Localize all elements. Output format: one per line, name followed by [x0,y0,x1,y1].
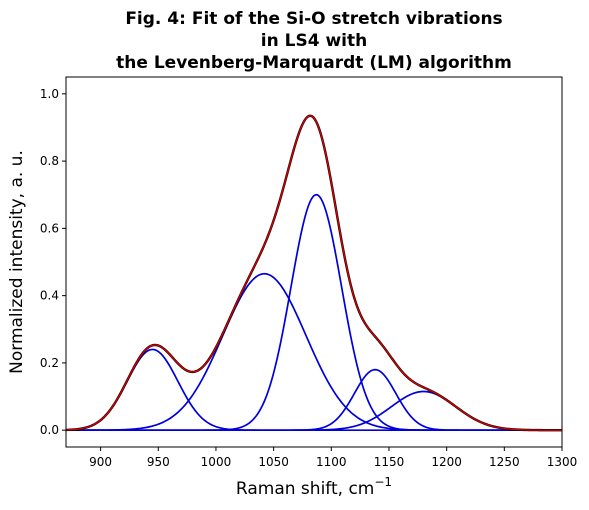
chart-title: Fig. 4: Fit of the Si-O stretch vibratio… [116,9,512,73]
component-curve-3 [66,193,562,432]
plot-area [65,76,563,448]
x-axis-label-superscript: −1 [374,475,392,489]
y-tick-label: 0.4 [40,289,59,303]
title-line-1: Fig. 4: Fit of the Si-O stretch vibratio… [125,9,502,29]
plot-frame [65,76,563,448]
x-axis-label-text: Raman shift, cm [236,479,374,499]
fit-sum-line [65,115,562,431]
component-curve-4 [66,368,562,432]
x-tick-label: 1150 [374,455,405,469]
component-curve-2 [66,272,562,432]
y-tick-label: 1.0 [40,87,59,101]
x-tick-label: 1000 [201,455,232,469]
y-tick-label: 0.2 [40,356,59,370]
title-line-2: in LS4 with [261,31,367,51]
x-tick-label: 1250 [489,455,520,469]
x-tick-label: 1200 [431,455,462,469]
x-tick-label: 1100 [316,455,347,469]
x-tick-label: 1050 [258,455,289,469]
title-line-3: the Levenberg-Marquardt (LM) algorithm [116,53,512,73]
y-tick-label: 0.6 [40,221,59,235]
measured-spectrum-line [65,114,562,432]
y-axis-ticks: 0.0 0.2 0.4 0.6 0.8 1.0 [40,87,66,437]
x-tick-label: 900 [89,455,112,469]
x-axis-label: Raman shift, cm−1 [236,475,392,499]
component-curve-1 [65,348,562,432]
y-tick-label: 0.8 [40,154,59,168]
curves-layer [65,114,562,432]
x-tick-label: 1300 [547,455,578,469]
x-axis-ticks: 900 950 1000 1050 1100 1150 1200 1250 1300 [89,447,577,469]
x-tick-label: 950 [147,455,170,469]
y-axis-label: Normalized intensity, a. u. [7,150,27,374]
y-tick-label: 0.0 [40,423,59,437]
